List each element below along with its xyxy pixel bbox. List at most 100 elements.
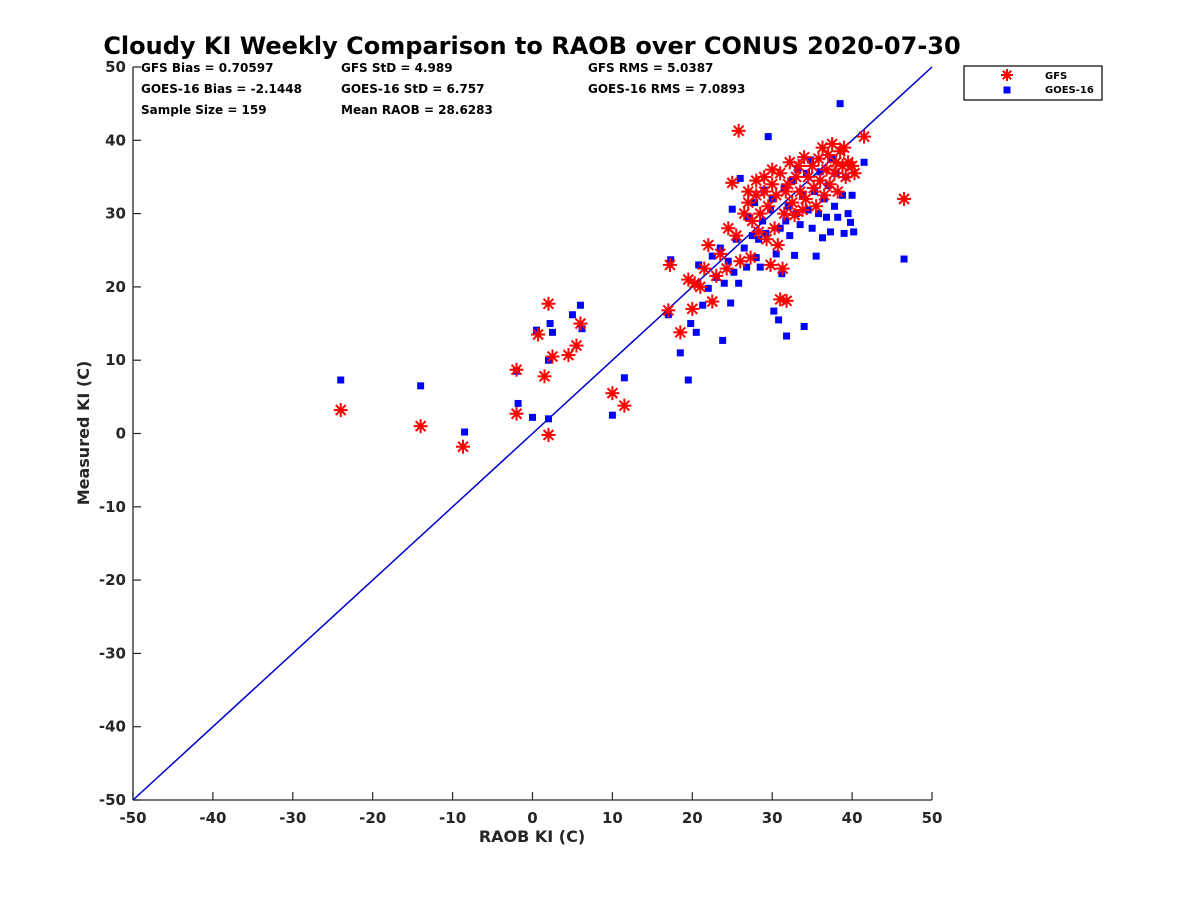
goes16-point (740, 244, 748, 252)
gfs-point (701, 238, 716, 253)
goes16-point (548, 328, 556, 336)
legend-box (963, 65, 1103, 101)
x-tick-label: -10 (439, 809, 466, 827)
gfs-point (729, 228, 744, 243)
x-tick-label: 40 (842, 809, 863, 827)
goes16-point (848, 191, 856, 199)
x-tick-label: 30 (762, 809, 783, 827)
goes16-point (532, 326, 540, 334)
gfs-point (705, 294, 720, 309)
goes16-point (514, 399, 522, 407)
goes16-point (755, 235, 763, 243)
gfs-point (787, 208, 802, 223)
goes16-point (844, 210, 852, 218)
y-tick-label: 30 (105, 205, 126, 223)
gfs-point (770, 238, 785, 253)
x-tick-label: 50 (922, 809, 943, 827)
y-tick-label: 50 (105, 58, 126, 76)
gfs-point (797, 150, 812, 165)
gfs-point (693, 279, 708, 294)
gfs-point (455, 439, 470, 454)
stat-gfs-rms: GFS RMS = 5.0387 (588, 61, 713, 75)
y-tick-label: -50 (99, 791, 126, 809)
goes16-point (684, 376, 692, 384)
goes16-point (900, 255, 908, 263)
goes16-point (834, 213, 842, 221)
goes16-point (840, 229, 848, 237)
y-tick-label: 0 (116, 425, 126, 443)
goes16-point (786, 232, 794, 240)
gfs-point (541, 427, 556, 442)
gfs-point (509, 362, 524, 377)
goes16-point (756, 263, 764, 271)
goes16-point (719, 336, 727, 344)
goes16-point (748, 232, 756, 240)
goes16-point (620, 374, 628, 382)
x-tick-label: -50 (119, 809, 146, 827)
goes16-point (860, 158, 868, 166)
legend-goes-marker (1003, 86, 1011, 94)
gfs-point (765, 177, 780, 192)
goes16-point (727, 299, 735, 307)
gfs-point (713, 246, 728, 261)
stats-annotations: GFS Bias = 0.70597 GOES-16 Bias = -2.144… (141, 61, 745, 117)
goes16-point (676, 349, 684, 357)
goes16-point (529, 413, 536, 421)
goes16-point (759, 217, 767, 225)
goes16-point (783, 332, 791, 340)
gfs-point (830, 184, 845, 199)
gfs-point (697, 261, 712, 276)
stat-gfs-std: GFS StD = 4.989 (341, 61, 453, 75)
gfs-point (775, 261, 790, 276)
goes16-point (847, 218, 855, 226)
gfs-point (817, 188, 832, 203)
gfs-point (545, 349, 560, 364)
gfs-point (767, 221, 782, 236)
goes16-point (687, 320, 695, 328)
goes16-point (695, 261, 703, 269)
gfs-point (801, 169, 816, 184)
goes16-point (720, 279, 728, 287)
legend-gfs-asterisk (1001, 69, 1013, 81)
x-tick-label: -40 (199, 809, 226, 827)
stat-goes-rms: GOES-16 RMS = 7.0893 (588, 82, 745, 96)
goes16-point (544, 415, 552, 423)
legend-gfs-marker (1001, 69, 1013, 81)
x-tick-label: -20 (359, 809, 386, 827)
goes16-point (791, 251, 799, 259)
y-axis-label: Measured KI (C) (74, 361, 93, 506)
gfs-point (761, 199, 776, 214)
gfs-point (759, 232, 774, 247)
stat-sample-size: Sample Size = 159 (141, 103, 267, 117)
goes16-point (576, 301, 584, 309)
gfs-point (777, 206, 792, 221)
goes16-point (735, 279, 743, 287)
gfs-point (573, 316, 588, 331)
goes16-point (803, 169, 811, 177)
goes16-point (743, 263, 751, 271)
gfs-point (661, 303, 676, 318)
goes16-point (730, 268, 738, 276)
gfs-point (731, 123, 746, 138)
gfs-point (569, 338, 584, 353)
gfs-point (743, 250, 758, 265)
gfs-point (795, 202, 810, 217)
goes16-point (823, 213, 831, 221)
gfs-point (763, 257, 778, 272)
goes16-point (850, 228, 858, 236)
gfs-point (857, 129, 872, 144)
gfs-point (751, 224, 766, 239)
gfs-point (561, 348, 576, 363)
goes16-point (417, 382, 425, 390)
y-tick-label: -20 (99, 571, 126, 589)
y-tick-label: -30 (99, 644, 126, 662)
gfs-point (793, 184, 808, 199)
goes16-point (546, 320, 554, 328)
goes16-point (692, 328, 700, 336)
gfs-point (537, 369, 552, 384)
legend-goes-label: GOES-16 (1045, 85, 1094, 96)
gfs-point (897, 191, 912, 206)
gfs-point (509, 406, 524, 421)
goes16-point (770, 307, 778, 315)
